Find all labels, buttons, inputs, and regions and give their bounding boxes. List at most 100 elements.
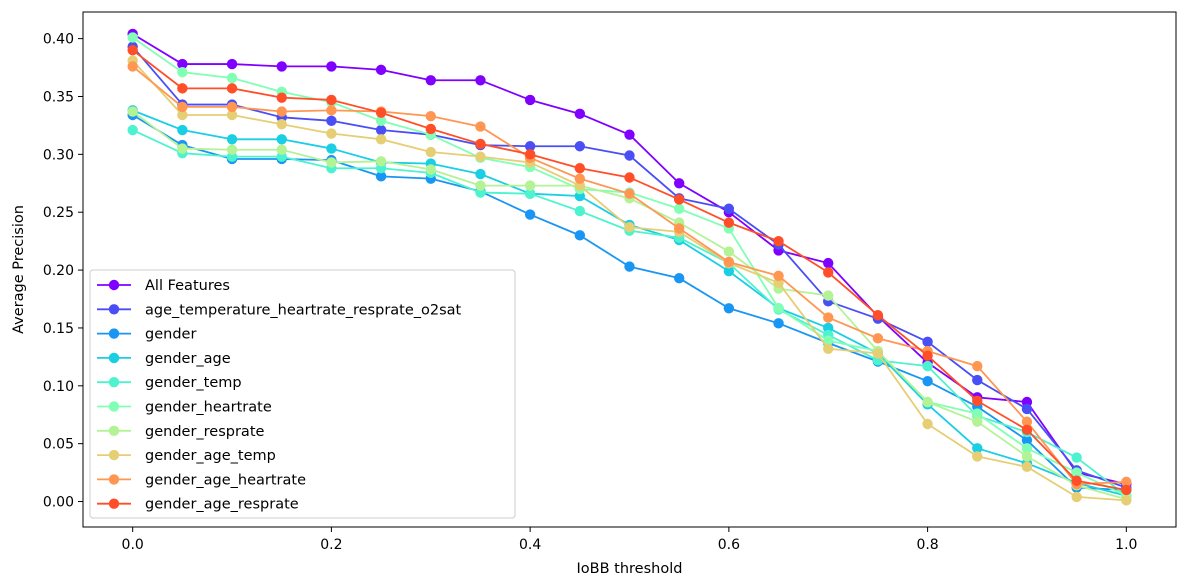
data-point bbox=[574, 141, 586, 152]
data-point bbox=[972, 416, 983, 427]
data-point bbox=[624, 261, 635, 272]
legend-marker bbox=[108, 304, 120, 315]
y-tick-label: 0.30 bbox=[43, 147, 74, 163]
y-tick-label: 0.15 bbox=[43, 321, 74, 337]
data-point bbox=[425, 164, 436, 175]
legend-entry: gender_age_heartrate bbox=[97, 472, 306, 488]
data-point bbox=[276, 61, 287, 72]
data-point bbox=[922, 350, 933, 361]
legend-label: gender bbox=[145, 327, 196, 343]
legend-box bbox=[89, 269, 516, 519]
legend-marker bbox=[108, 401, 120, 412]
data-point bbox=[1071, 475, 1082, 486]
legend-marker bbox=[108, 474, 120, 485]
x-tick-label: 0.0 bbox=[122, 537, 144, 553]
data-point bbox=[276, 119, 287, 130]
y-tick-label: 0.20 bbox=[43, 263, 74, 279]
y-tick-label: 0.00 bbox=[43, 495, 74, 511]
legend-marker bbox=[108, 377, 120, 388]
x-tick-label: 0.2 bbox=[320, 537, 342, 553]
data-point bbox=[375, 134, 387, 145]
x-tick-label: 0.8 bbox=[916, 537, 938, 553]
data-point bbox=[127, 124, 138, 136]
series-gender-age-resprate bbox=[127, 44, 1132, 496]
data-point bbox=[1021, 424, 1033, 435]
data-point bbox=[226, 109, 238, 121]
plot-frame bbox=[82, 11, 1177, 528]
data-point bbox=[1071, 452, 1082, 463]
data-point bbox=[326, 157, 337, 168]
data-point bbox=[773, 235, 784, 247]
data-point bbox=[226, 58, 238, 70]
y-axis-label: Average Precision bbox=[11, 205, 27, 334]
data-point bbox=[972, 451, 983, 462]
legend-entry: gender_age_temp bbox=[97, 448, 276, 464]
data-point bbox=[276, 92, 287, 103]
data-point bbox=[375, 107, 387, 118]
legend-marker bbox=[108, 449, 120, 461]
data-point bbox=[574, 173, 586, 184]
data-point bbox=[475, 168, 486, 180]
data-point bbox=[276, 106, 287, 117]
legend-label: age_temperature_heartrate_resprate_o2sat bbox=[145, 302, 462, 318]
data-point bbox=[872, 310, 884, 321]
legend-label: All Features bbox=[145, 278, 230, 294]
data-point bbox=[1021, 443, 1033, 454]
legend-entry: gender_age_resprate bbox=[97, 497, 299, 513]
y-tick-label: 0.40 bbox=[43, 32, 74, 48]
data-point bbox=[475, 180, 486, 191]
data-point bbox=[276, 134, 287, 145]
y-tick-label: 0.25 bbox=[43, 205, 74, 221]
data-point bbox=[723, 203, 735, 214]
data-point bbox=[177, 101, 188, 113]
data-point bbox=[1021, 461, 1033, 473]
data-point bbox=[375, 64, 387, 76]
data-point bbox=[425, 110, 436, 122]
data-point bbox=[475, 151, 486, 162]
legend-entry: gender bbox=[97, 327, 196, 343]
data-point bbox=[326, 61, 337, 72]
data-point bbox=[524, 149, 536, 160]
data-point bbox=[574, 163, 586, 174]
data-point bbox=[823, 312, 834, 323]
data-point bbox=[673, 272, 685, 284]
data-point bbox=[524, 188, 536, 199]
data-point bbox=[425, 146, 436, 158]
data-point bbox=[823, 335, 834, 346]
legend-entry: gender_resprate bbox=[97, 424, 265, 440]
data-point bbox=[425, 75, 436, 86]
data-point bbox=[823, 267, 834, 278]
data-point bbox=[922, 375, 933, 387]
data-point bbox=[226, 83, 238, 94]
data-point bbox=[624, 188, 635, 199]
data-point bbox=[475, 138, 486, 150]
data-point bbox=[177, 58, 188, 70]
data-point bbox=[723, 256, 735, 268]
data-point bbox=[673, 223, 685, 234]
y-axis: 0.00 0.05 0.10 0.15 0.20 0.25 0.30 0.35 0.40 bbox=[43, 32, 83, 511]
data-point bbox=[524, 180, 536, 191]
series-layer bbox=[127, 28, 1132, 506]
data-point bbox=[972, 374, 983, 386]
data-point bbox=[673, 178, 685, 189]
data-point bbox=[475, 121, 486, 132]
data-point bbox=[127, 106, 138, 117]
y-tick-label: 0.35 bbox=[43, 89, 74, 105]
data-point bbox=[773, 303, 784, 314]
data-point bbox=[574, 205, 586, 217]
data-point bbox=[972, 360, 983, 372]
data-point bbox=[823, 257, 834, 269]
data-point bbox=[524, 94, 536, 106]
data-point bbox=[773, 318, 784, 329]
data-point bbox=[177, 83, 188, 94]
data-point bbox=[375, 156, 387, 167]
x-tick-label: 1.0 bbox=[1115, 537, 1137, 553]
data-point bbox=[723, 246, 735, 257]
data-point bbox=[276, 144, 287, 155]
legend-label: gender_temp bbox=[145, 375, 242, 391]
legend: All Features age_temperature_heartrate_re… bbox=[89, 269, 516, 519]
data-point bbox=[1071, 467, 1082, 478]
data-point bbox=[1021, 416, 1033, 427]
data-point bbox=[375, 115, 387, 126]
